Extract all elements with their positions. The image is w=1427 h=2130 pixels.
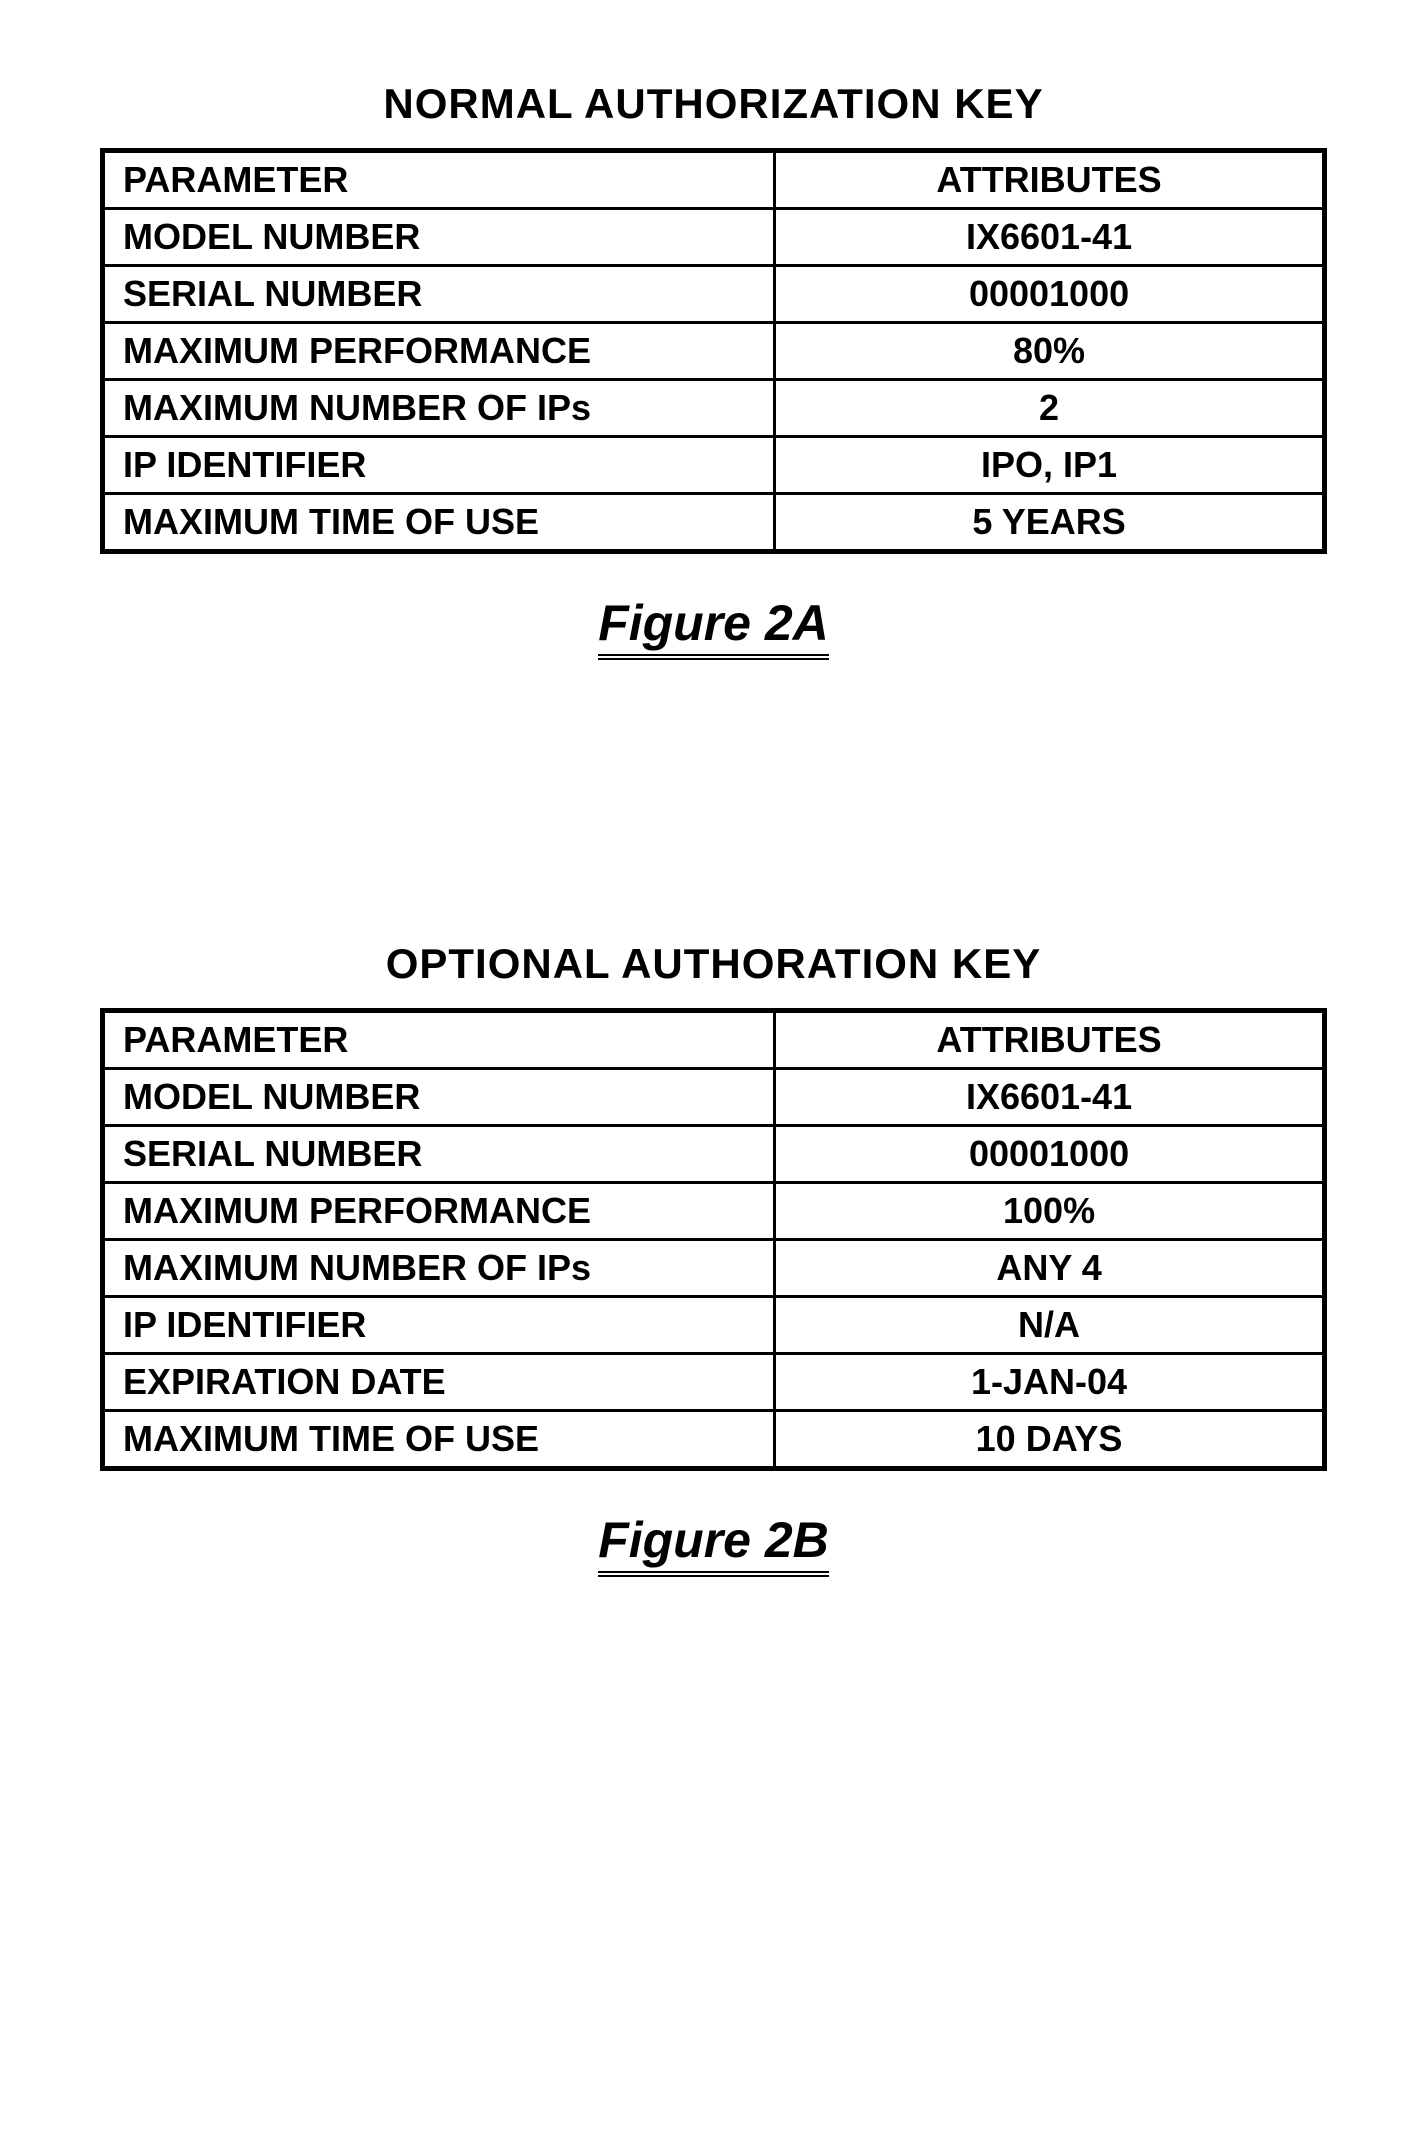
figure-2b-section: OPTIONAL AUTHORATION KEY PARAMETER ATTRI…: [100, 940, 1327, 1577]
header-attributes: ATTRIBUTES: [775, 151, 1325, 209]
cell-parameter: MAXIMUM NUMBER OF IPs: [103, 380, 775, 437]
cell-parameter: MODEL NUMBER: [103, 209, 775, 266]
figure-2b-caption-text: Figure 2B: [598, 1511, 829, 1577]
figure-2b-caption: Figure 2B: [100, 1511, 1327, 1577]
cell-parameter: IP IDENTIFIER: [103, 1297, 775, 1354]
table-row: SERIAL NUMBER 00001000: [103, 266, 1325, 323]
cell-attribute: 5 YEARS: [775, 494, 1325, 552]
cell-attribute: 80%: [775, 323, 1325, 380]
cell-attribute: 100%: [775, 1183, 1325, 1240]
cell-attribute: ANY 4: [775, 1240, 1325, 1297]
cell-parameter: SERIAL NUMBER: [103, 266, 775, 323]
header-parameter: PARAMETER: [103, 1011, 775, 1069]
cell-attribute: IX6601-41: [775, 1069, 1325, 1126]
table-row: MAXIMUM TIME OF USE 10 DAYS: [103, 1411, 1325, 1469]
figure-2a-section: NORMAL AUTHORIZATION KEY PARAMETER ATTRI…: [100, 80, 1327, 660]
table-header-row: PARAMETER ATTRIBUTES: [103, 1011, 1325, 1069]
header-parameter: PARAMETER: [103, 151, 775, 209]
figure-2a-caption: Figure 2A: [100, 594, 1327, 660]
table-row: EXPIRATION DATE 1-JAN-04: [103, 1354, 1325, 1411]
table-row: MODEL NUMBER IX6601-41: [103, 209, 1325, 266]
cell-attribute: 00001000: [775, 1126, 1325, 1183]
table-row: IP IDENTIFIER N/A: [103, 1297, 1325, 1354]
table-row: IP IDENTIFIER IPO, IP1: [103, 437, 1325, 494]
cell-parameter: MAXIMUM TIME OF USE: [103, 494, 775, 552]
figure-2a-title: NORMAL AUTHORIZATION KEY: [100, 80, 1327, 128]
cell-parameter: MAXIMUM NUMBER OF IPs: [103, 1240, 775, 1297]
cell-parameter: EXPIRATION DATE: [103, 1354, 775, 1411]
figure-2b-title: OPTIONAL AUTHORATION KEY: [100, 940, 1327, 988]
table-row: MAXIMUM TIME OF USE 5 YEARS: [103, 494, 1325, 552]
table-row: MAXIMUM PERFORMANCE 100%: [103, 1183, 1325, 1240]
cell-parameter: IP IDENTIFIER: [103, 437, 775, 494]
figure-2a-table: PARAMETER ATTRIBUTES MODEL NUMBER IX6601…: [100, 148, 1327, 554]
cell-attribute: 10 DAYS: [775, 1411, 1325, 1469]
cell-attribute: 2: [775, 380, 1325, 437]
figure-2b-table: PARAMETER ATTRIBUTES MODEL NUMBER IX6601…: [100, 1008, 1327, 1471]
table-row: MAXIMUM NUMBER OF IPs 2: [103, 380, 1325, 437]
figure-2a-caption-text: Figure 2A: [598, 594, 829, 660]
table-row: MODEL NUMBER IX6601-41: [103, 1069, 1325, 1126]
cell-parameter: MAXIMUM PERFORMANCE: [103, 1183, 775, 1240]
table-row: MAXIMUM PERFORMANCE 80%: [103, 323, 1325, 380]
cell-parameter: MODEL NUMBER: [103, 1069, 775, 1126]
table-header-row: PARAMETER ATTRIBUTES: [103, 151, 1325, 209]
cell-parameter: SERIAL NUMBER: [103, 1126, 775, 1183]
cell-attribute: IPO, IP1: [775, 437, 1325, 494]
cell-attribute: IX6601-41: [775, 209, 1325, 266]
cell-attribute: 1-JAN-04: [775, 1354, 1325, 1411]
cell-parameter: MAXIMUM TIME OF USE: [103, 1411, 775, 1469]
table-row: SERIAL NUMBER 00001000: [103, 1126, 1325, 1183]
table-row: MAXIMUM NUMBER OF IPs ANY 4: [103, 1240, 1325, 1297]
cell-attribute: 00001000: [775, 266, 1325, 323]
cell-parameter: MAXIMUM PERFORMANCE: [103, 323, 775, 380]
header-attributes: ATTRIBUTES: [775, 1011, 1325, 1069]
cell-attribute: N/A: [775, 1297, 1325, 1354]
